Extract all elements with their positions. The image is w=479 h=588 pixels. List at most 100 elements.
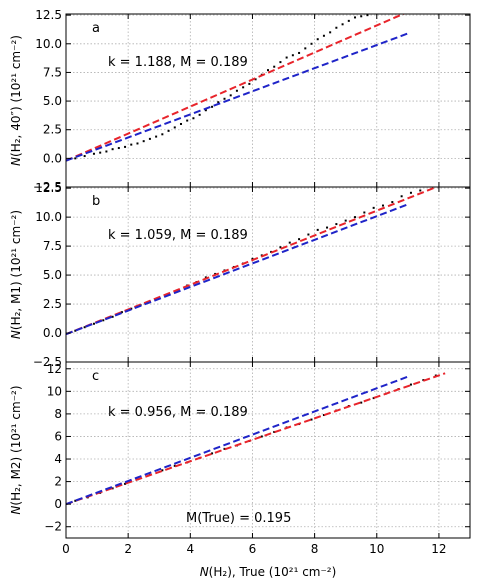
scatter-point (120, 311, 123, 314)
scatter-point (211, 452, 214, 455)
scatter-point (74, 499, 77, 502)
y-tick-label: 5.0 (43, 268, 62, 282)
y-tick-label: 0.0 (43, 326, 62, 340)
plot-area (66, 372, 446, 506)
scatter-point (363, 211, 366, 214)
scatter-point (354, 216, 357, 219)
x-axis-label: N(H₂), True (10²¹ cm⁻²) (200, 565, 337, 579)
scatter-point (267, 69, 269, 72)
label-italic-part: N (9, 506, 23, 515)
axes-frame (65, 361, 471, 539)
scatter-point (130, 307, 133, 310)
scatter-point (99, 151, 102, 154)
panel-letter: a (92, 21, 100, 36)
scatter-point (251, 257, 254, 260)
scatter-point (192, 117, 195, 120)
scatter-point (260, 435, 263, 438)
scatter-point (254, 78, 257, 81)
label-rest-part: (H₂), True (10²¹ cm⁻²) (209, 565, 337, 579)
scatter-point (167, 129, 170, 132)
x-tick-label: 12 (431, 542, 446, 556)
scatter-point (279, 61, 282, 64)
scatter-point (360, 15, 363, 18)
scatter-point (285, 56, 288, 59)
y-tick-label: 7.5 (43, 65, 62, 79)
scatter-point (179, 122, 182, 125)
x-tick-label: 6 (249, 542, 257, 556)
fit-line-blue (66, 375, 409, 506)
scatter-point (142, 140, 145, 143)
scatter-point (92, 152, 95, 155)
scatter-point (316, 228, 319, 231)
scatter-point (105, 150, 108, 153)
y-tick-label: 10 (47, 384, 62, 398)
y-tick-label: 2 (54, 475, 62, 489)
label-italic-part: N (9, 157, 23, 166)
scatter-point (273, 65, 276, 68)
scatter-point (248, 82, 251, 85)
y-tick-label: −2.5 (33, 180, 62, 194)
scatter-point (235, 89, 238, 92)
fit-line-red (66, 14, 406, 162)
scatter-point (304, 47, 307, 50)
scatter-point (111, 315, 114, 318)
scatter-point (136, 142, 139, 145)
fit-line-blue (66, 203, 409, 336)
scatter-point (279, 246, 282, 249)
label-rest-part: (H₂, 40″) (10²¹ cm⁻²) (9, 35, 23, 157)
scatter-point (273, 430, 276, 433)
y-axis-label: N(H₂, M1) (10²¹ cm⁻²) (9, 210, 23, 339)
y-tick-label: 2.5 (43, 123, 62, 137)
scatter-point (161, 133, 164, 136)
scatter-point (83, 155, 86, 158)
fit-line-red (66, 372, 446, 506)
scatter-point (223, 447, 226, 450)
scatter-point (409, 383, 412, 386)
y-tick-label: −2 (44, 520, 62, 534)
y-tick-label: 7.5 (43, 239, 62, 253)
scatter-point (161, 469, 164, 472)
scatter-point (372, 206, 375, 209)
y-tick-label: 0.0 (43, 151, 62, 165)
panel-b: −2.5 0.0 2.5 5.0 7.5 10.0 12.5 N(H₂, M1) (10²¹ … (9, 181, 471, 369)
panels: −2.50.02.55.07.510.012.5N(H₂, 40″) (10²¹… (9, 8, 471, 579)
scatter-point (381, 204, 384, 207)
scatter-point (173, 464, 176, 467)
x-tick-label: 4 (186, 542, 194, 556)
y-tick-label: 6 (54, 429, 62, 443)
scatter-point (242, 86, 245, 89)
label-italic-part: N (9, 330, 23, 339)
x-tick-label: 10 (369, 542, 384, 556)
scatter-point (372, 397, 375, 400)
scatter-point (211, 105, 214, 108)
y-tick-label: 0 (54, 497, 62, 511)
scatter-point (335, 26, 338, 29)
scatter-point (229, 94, 232, 97)
scatter-point (74, 157, 77, 160)
plot-area (66, 187, 440, 336)
y-tick-label: 4 (54, 452, 62, 466)
fit-annotation: k = 1.188, M = 0.189 (108, 55, 248, 70)
y-axis-label: N(H₂, 40″) (10²¹ cm⁻²) (9, 35, 23, 166)
scatter-point (111, 487, 114, 490)
axes-frame (65, 13, 471, 188)
scatter-point (366, 14, 369, 17)
fit-annotation: k = 1.059, M = 0.189 (108, 228, 248, 243)
plot-area (66, 14, 409, 162)
x-tick-label: 8 (311, 542, 319, 556)
y-tick-label: 12 (47, 362, 62, 376)
y-tick-label: 10.0 (35, 210, 62, 224)
x-tick-label: 0 (62, 542, 70, 556)
y-tick-label: 8 (54, 407, 62, 421)
y-tick-label: 12.5 (35, 8, 62, 22)
fit-annotation: k = 0.956, M = 0.189 (108, 405, 248, 420)
scatter-point (310, 418, 313, 421)
scatter-point (307, 233, 310, 236)
scatter-point (288, 241, 291, 244)
y-tick-label: −2.5 (33, 355, 62, 369)
scatter-point (117, 147, 120, 150)
scatter-point (124, 145, 127, 148)
y-tick-label: 5.0 (43, 94, 62, 108)
scatter-point (204, 276, 207, 279)
